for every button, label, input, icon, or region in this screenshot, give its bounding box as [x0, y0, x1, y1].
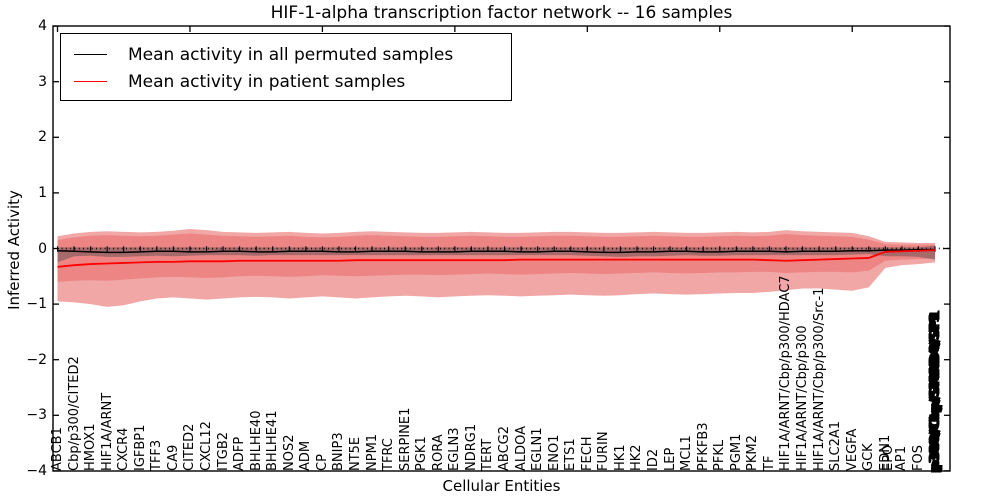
x-category-label: PFKFB3	[695, 422, 711, 471]
x-category-label: ABCG2	[497, 425, 513, 471]
x-category-label: TFF3	[149, 439, 165, 471]
y-tick-label: 3	[38, 73, 47, 90]
patient-mean-line	[57, 249, 936, 268]
y-tick-label: −4	[26, 462, 47, 479]
x-category-label: GCK	[861, 443, 877, 471]
x-category-label: NPM1	[364, 433, 380, 471]
x-category-label: CXCR4	[116, 427, 132, 471]
x-category-label: BHLHE41	[265, 410, 281, 471]
x-axis-label: Cellular Entities	[442, 477, 561, 495]
x-category-label: BHLHE40	[248, 410, 264, 471]
x-category-label: ITGB2	[215, 431, 231, 471]
x-category-label: NOS2	[281, 434, 297, 471]
x-category-label: HK1	[612, 444, 628, 471]
legend-label: Mean activity in all permuted samples	[128, 44, 454, 65]
permuted-mean-line	[57, 248, 935, 254]
y-tick-label: −1	[26, 296, 47, 313]
x-category-label: HK2	[629, 444, 645, 471]
legend: Mean activity in all permuted samples Mea…	[60, 33, 512, 101]
x-category-label: HIF1A/ARNT/Cbp/p300	[795, 325, 811, 471]
x-category-label: NT5E	[348, 436, 364, 471]
x-category-label: TF	[761, 455, 777, 471]
y-tick-label: 1	[38, 184, 47, 201]
y-tick-label: 4	[38, 18, 47, 35]
x-category-label: TERT	[480, 438, 496, 471]
x-category-label: LEP	[662, 447, 678, 471]
x-category-label: HIF1A/ARNT	[99, 392, 115, 471]
x-category-label: MCL1	[679, 435, 695, 471]
x-category-label: SLC2A1	[828, 420, 844, 471]
x-category-label: ID2	[646, 448, 662, 471]
x-category-label: PKM2	[745, 435, 761, 471]
x-category-label: PFKL	[712, 439, 728, 471]
permuted-band	[57, 245, 935, 263]
x-category-label-cluster: p300/Cbp/SMAD4/SP1	[927, 312, 943, 471]
x-category-label: BNIP3	[331, 432, 347, 471]
legend-line-swatch	[74, 54, 107, 55]
x-category-label: HIF1A/ARNT/Cbp/p300/Src-1	[811, 287, 827, 471]
x-category-label: HMOX1	[83, 423, 99, 471]
x-category-label: ADM	[298, 440, 314, 471]
x-category-label: ABCB1	[50, 427, 65, 471]
x-category-label: EPO	[880, 444, 896, 471]
x-category-label: EGLN1	[530, 427, 546, 471]
x-category-label: AP1	[894, 445, 910, 471]
x-category-label: CXCL12	[199, 421, 214, 471]
x-category-label: NDRG1	[463, 423, 479, 471]
chart-title: HIF-1-alpha transcription factor network…	[270, 3, 733, 23]
x-category-label: ETS1	[563, 438, 579, 471]
x-category-label: CITED2	[182, 423, 198, 471]
x-category-label: PGK1	[414, 436, 430, 471]
y-tick-label: −3	[26, 407, 47, 424]
legend-line-swatch	[74, 81, 107, 82]
x-category-label: PGM1	[728, 433, 744, 471]
y-tick-label: −2	[26, 351, 47, 368]
x-category-label: IGFBP1	[132, 424, 148, 471]
x-category-label: CP	[314, 454, 330, 471]
legend-row: Mean activity in all permuted samples	[74, 41, 511, 68]
x-category-label: VEGFA	[844, 428, 860, 471]
x-category-label: FURIN	[596, 431, 612, 471]
x-category-label: EGLN3	[447, 427, 463, 471]
legend-label: Mean activity in patient samples	[128, 71, 406, 92]
y-tick-label: 0	[38, 240, 47, 257]
x-category-label: RORA	[430, 434, 446, 471]
x-category-label: ADFP	[232, 436, 248, 471]
x-category-label: ENO1	[546, 434, 562, 471]
x-category-label: TFRC	[381, 438, 397, 471]
x-category-label: FOS	[910, 445, 926, 471]
patient-band-inner	[57, 233, 935, 282]
y-tick-label: 2	[38, 129, 47, 146]
x-category-label: HIF1A/ARNT/Cbp/p300/HDAC7	[778, 275, 794, 471]
x-category-label: SERPINE1	[397, 407, 413, 471]
x-category-label: CA9	[165, 444, 181, 471]
legend-row: Mean activity in patient samples	[74, 68, 511, 95]
legend-items: Mean activity in all permuted samples Mea…	[74, 41, 511, 95]
x-category-label: Cbp/p300/CITED2	[66, 356, 82, 471]
x-category-label: FECH	[579, 436, 595, 471]
x-category-label: ALDOA	[513, 425, 529, 471]
